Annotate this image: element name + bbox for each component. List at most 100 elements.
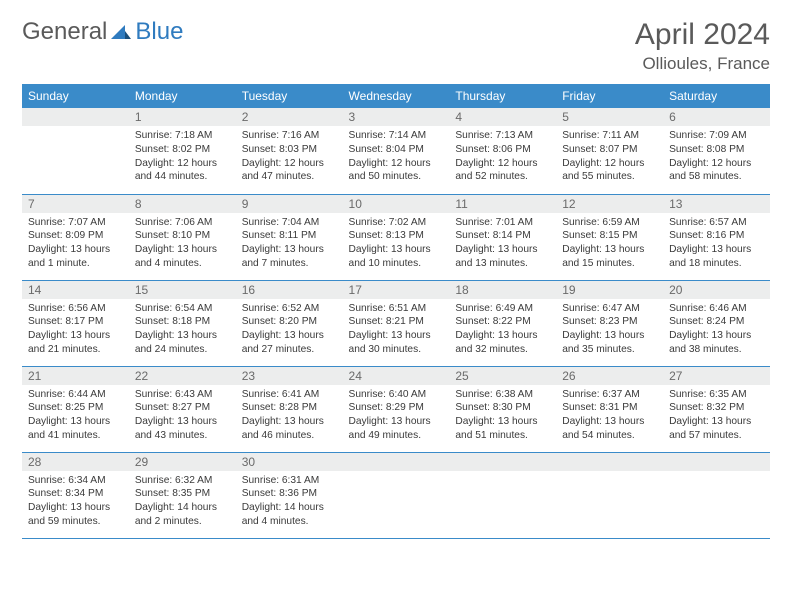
day-line: and 2 minutes. bbox=[135, 515, 230, 529]
day-number: 27 bbox=[663, 367, 770, 385]
calendar-day-cell: 9Sunrise: 7:04 AMSunset: 8:11 PMDaylight… bbox=[236, 194, 343, 280]
day-line: Sunset: 8:17 PM bbox=[28, 315, 123, 329]
day-line: Sunrise: 7:09 AM bbox=[669, 129, 764, 143]
day-line: and 32 minutes. bbox=[455, 343, 550, 357]
day-line: Sunrise: 6:34 AM bbox=[28, 474, 123, 488]
day-line: Daylight: 13 hours bbox=[242, 243, 337, 257]
day-number: 17 bbox=[343, 281, 450, 299]
day-content bbox=[22, 126, 129, 133]
day-line: Daylight: 13 hours bbox=[669, 329, 764, 343]
weekday-header: Sunday bbox=[22, 84, 129, 108]
day-line: Daylight: 14 hours bbox=[242, 501, 337, 515]
calendar-day-cell: 21Sunrise: 6:44 AMSunset: 8:25 PMDayligh… bbox=[22, 366, 129, 452]
day-line: Sunset: 8:15 PM bbox=[562, 229, 657, 243]
day-number: 3 bbox=[343, 108, 450, 126]
day-number: 12 bbox=[556, 195, 663, 213]
calendar-day-cell: 23Sunrise: 6:41 AMSunset: 8:28 PMDayligh… bbox=[236, 366, 343, 452]
day-line: Sunrise: 7:14 AM bbox=[349, 129, 444, 143]
day-line: and 18 minutes. bbox=[669, 257, 764, 271]
logo-text-part1: General bbox=[22, 18, 107, 46]
day-line: Sunrise: 6:46 AM bbox=[669, 302, 764, 316]
day-line: Sunrise: 6:44 AM bbox=[28, 388, 123, 402]
day-line: Sunset: 8:14 PM bbox=[455, 229, 550, 243]
day-number: 20 bbox=[663, 281, 770, 299]
calendar-week-row: 7Sunrise: 7:07 AMSunset: 8:09 PMDaylight… bbox=[22, 194, 770, 280]
day-line: Daylight: 13 hours bbox=[135, 415, 230, 429]
calendar-day-cell: 1Sunrise: 7:18 AMSunset: 8:02 PMDaylight… bbox=[129, 108, 236, 194]
day-line: and 43 minutes. bbox=[135, 429, 230, 443]
day-number: 26 bbox=[556, 367, 663, 385]
day-line: Sunset: 8:20 PM bbox=[242, 315, 337, 329]
day-content: Sunrise: 7:04 AMSunset: 8:11 PMDaylight:… bbox=[236, 213, 343, 275]
day-line: Sunset: 8:27 PM bbox=[135, 401, 230, 415]
day-line: Sunrise: 6:57 AM bbox=[669, 216, 764, 230]
day-number: 25 bbox=[449, 367, 556, 385]
day-line: Sunrise: 6:37 AM bbox=[562, 388, 657, 402]
day-number: 11 bbox=[449, 195, 556, 213]
day-content: Sunrise: 7:09 AMSunset: 8:08 PMDaylight:… bbox=[663, 126, 770, 188]
day-number: 29 bbox=[129, 453, 236, 471]
day-line: and 4 minutes. bbox=[242, 515, 337, 529]
day-line: and 7 minutes. bbox=[242, 257, 337, 271]
calendar-day-cell: 24Sunrise: 6:40 AMSunset: 8:29 PMDayligh… bbox=[343, 366, 450, 452]
day-line: Daylight: 13 hours bbox=[562, 243, 657, 257]
day-line: and 58 minutes. bbox=[669, 170, 764, 184]
day-line: Daylight: 12 hours bbox=[455, 157, 550, 171]
calendar-day-cell bbox=[556, 452, 663, 538]
day-content: Sunrise: 6:40 AMSunset: 8:29 PMDaylight:… bbox=[343, 385, 450, 447]
day-line: Daylight: 12 hours bbox=[135, 157, 230, 171]
day-line: Sunrise: 7:07 AM bbox=[28, 216, 123, 230]
day-line: Sunrise: 6:40 AM bbox=[349, 388, 444, 402]
day-line: Sunrise: 7:16 AM bbox=[242, 129, 337, 143]
day-line: Daylight: 13 hours bbox=[135, 329, 230, 343]
day-content: Sunrise: 7:16 AMSunset: 8:03 PMDaylight:… bbox=[236, 126, 343, 188]
day-number: 5 bbox=[556, 108, 663, 126]
day-line: Sunset: 8:02 PM bbox=[135, 143, 230, 157]
day-line: Sunset: 8:25 PM bbox=[28, 401, 123, 415]
day-line: Daylight: 13 hours bbox=[135, 243, 230, 257]
day-line: and 49 minutes. bbox=[349, 429, 444, 443]
calendar-day-cell: 30Sunrise: 6:31 AMSunset: 8:36 PMDayligh… bbox=[236, 452, 343, 538]
weekday-header: Saturday bbox=[663, 84, 770, 108]
day-content: Sunrise: 6:57 AMSunset: 8:16 PMDaylight:… bbox=[663, 213, 770, 275]
day-line: Sunset: 8:21 PM bbox=[349, 315, 444, 329]
day-line: Sunrise: 6:59 AM bbox=[562, 216, 657, 230]
day-number: 1 bbox=[129, 108, 236, 126]
day-line: Daylight: 13 hours bbox=[28, 329, 123, 343]
day-line: Sunrise: 6:51 AM bbox=[349, 302, 444, 316]
day-line: Daylight: 13 hours bbox=[349, 415, 444, 429]
calendar-week-row: 14Sunrise: 6:56 AMSunset: 8:17 PMDayligh… bbox=[22, 280, 770, 366]
day-line: Sunrise: 6:54 AM bbox=[135, 302, 230, 316]
day-line: Sunset: 8:11 PM bbox=[242, 229, 337, 243]
day-line: Daylight: 13 hours bbox=[562, 329, 657, 343]
calendar-day-cell bbox=[343, 452, 450, 538]
calendar-day-cell: 18Sunrise: 6:49 AMSunset: 8:22 PMDayligh… bbox=[449, 280, 556, 366]
calendar-day-cell: 10Sunrise: 7:02 AMSunset: 8:13 PMDayligh… bbox=[343, 194, 450, 280]
day-line: Sunset: 8:03 PM bbox=[242, 143, 337, 157]
calendar-day-cell: 20Sunrise: 6:46 AMSunset: 8:24 PMDayligh… bbox=[663, 280, 770, 366]
day-line: Sunrise: 7:01 AM bbox=[455, 216, 550, 230]
day-line: Sunset: 8:06 PM bbox=[455, 143, 550, 157]
day-line: and 59 minutes. bbox=[28, 515, 123, 529]
day-line: Sunrise: 6:52 AM bbox=[242, 302, 337, 316]
day-content: Sunrise: 7:01 AMSunset: 8:14 PMDaylight:… bbox=[449, 213, 556, 275]
calendar-day-cell: 8Sunrise: 7:06 AMSunset: 8:10 PMDaylight… bbox=[129, 194, 236, 280]
day-number: 7 bbox=[22, 195, 129, 213]
day-content bbox=[343, 471, 450, 478]
day-line: Sunset: 8:24 PM bbox=[669, 315, 764, 329]
day-content: Sunrise: 6:31 AMSunset: 8:36 PMDaylight:… bbox=[236, 471, 343, 533]
title-block: April 2024 Ollioules, France bbox=[635, 18, 770, 74]
day-number bbox=[449, 453, 556, 471]
day-line: Sunset: 8:28 PM bbox=[242, 401, 337, 415]
day-content: Sunrise: 6:44 AMSunset: 8:25 PMDaylight:… bbox=[22, 385, 129, 447]
day-line: and 15 minutes. bbox=[562, 257, 657, 271]
day-number bbox=[343, 453, 450, 471]
logo: GeneralBlue bbox=[22, 18, 183, 46]
day-line: Sunrise: 7:11 AM bbox=[562, 129, 657, 143]
day-line: Daylight: 12 hours bbox=[242, 157, 337, 171]
day-line: Sunset: 8:10 PM bbox=[135, 229, 230, 243]
day-number bbox=[22, 108, 129, 126]
day-number bbox=[556, 453, 663, 471]
day-content: Sunrise: 6:32 AMSunset: 8:35 PMDaylight:… bbox=[129, 471, 236, 533]
day-content: Sunrise: 6:46 AMSunset: 8:24 PMDaylight:… bbox=[663, 299, 770, 361]
